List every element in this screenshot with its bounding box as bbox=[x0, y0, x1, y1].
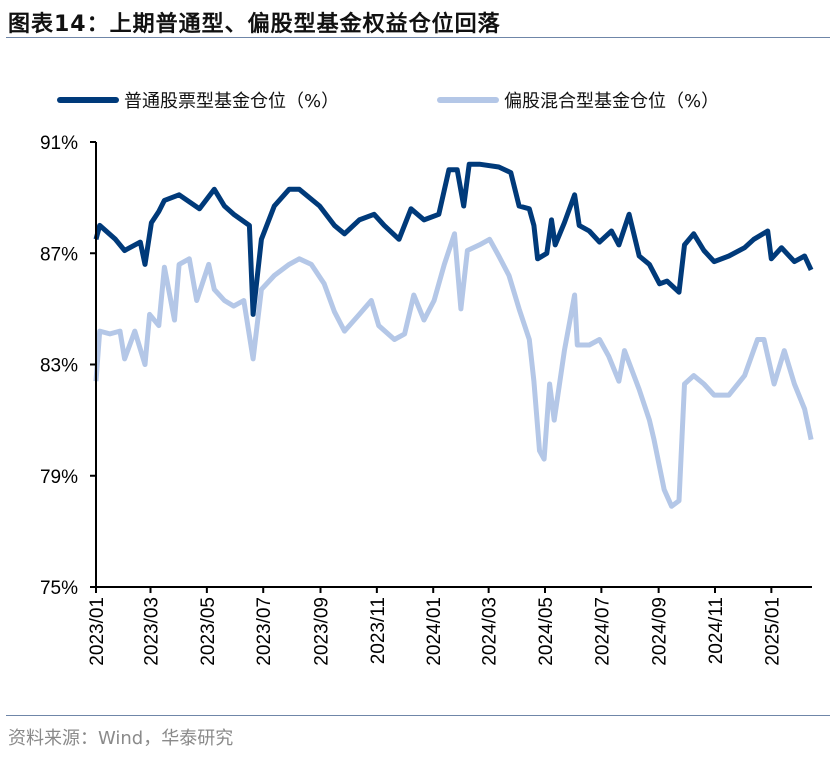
y-tick-label: 87% bbox=[40, 244, 78, 265]
x-tick-label: 2024/05 bbox=[536, 597, 557, 666]
series-layer bbox=[93, 161, 814, 509]
x-tick-label: 2023/09 bbox=[312, 597, 333, 666]
y-tick-label: 79% bbox=[40, 467, 78, 488]
x-tick-label: 2023/03 bbox=[142, 597, 163, 666]
x-tick-label: 2024/03 bbox=[480, 597, 501, 666]
x-tick-label: 2024/01 bbox=[424, 597, 445, 666]
series-line-2 bbox=[93, 231, 814, 509]
axes: 75% 79% 83% 87% 91% 2023/01 2023/03 2023/05 2023… bbox=[40, 133, 812, 666]
x-tick-label: 2023/07 bbox=[254, 597, 275, 666]
x-tick-label: 2025/01 bbox=[762, 597, 783, 666]
x-tick-label: 2023/05 bbox=[198, 597, 219, 666]
x-tick-label: 2024/09 bbox=[650, 597, 671, 666]
y-tick-label: 91% bbox=[40, 133, 78, 154]
source-note: 资料来源：Wind，华泰研究 bbox=[8, 728, 234, 749]
legend-label-2: 偏股混合型基金仓位（%） bbox=[504, 91, 719, 112]
x-tick-label: 2024/11 bbox=[706, 597, 727, 664]
figure-title: 图表14：上期普通型、偏股型基金权益仓位回落 bbox=[8, 12, 501, 37]
source-divider bbox=[6, 715, 830, 716]
legend-label-1: 普通股票型基金仓位（%） bbox=[124, 91, 339, 112]
series-line-1 bbox=[93, 161, 814, 317]
y-tick-label: 75% bbox=[40, 578, 78, 599]
x-tick-label: 2023/01 bbox=[87, 597, 108, 666]
x-tick-label: 2024/07 bbox=[592, 597, 613, 666]
y-tick-label: 83% bbox=[40, 356, 78, 377]
x-tick-label: 2023/11 bbox=[368, 597, 389, 664]
legend: 普通股票型基金仓位（%） 偏股混合型基金仓位（%） bbox=[57, 91, 719, 112]
title-divider bbox=[6, 37, 830, 38]
